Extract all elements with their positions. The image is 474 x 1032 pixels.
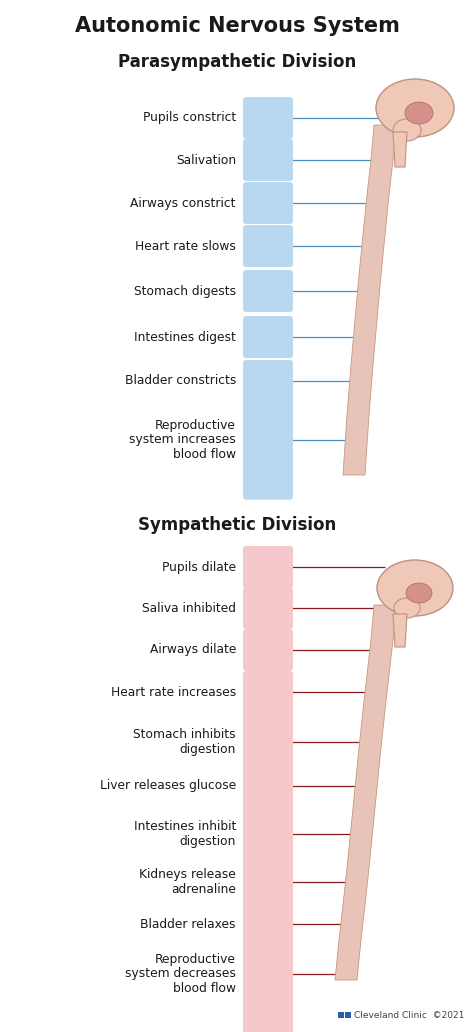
Text: Parasympathetic Division: Parasympathetic Division (118, 53, 356, 71)
Text: Reproductive
system decreases
blood flow: Reproductive system decreases blood flow (125, 953, 236, 996)
Text: Salivation: Salivation (176, 154, 236, 166)
Text: Heart rate slows: Heart rate slows (135, 239, 236, 253)
Ellipse shape (405, 102, 433, 124)
Text: Airways dilate: Airways dilate (150, 644, 236, 656)
Text: Pupils constrict: Pupils constrict (143, 111, 236, 125)
FancyBboxPatch shape (243, 914, 293, 1032)
FancyBboxPatch shape (243, 360, 293, 402)
Polygon shape (393, 132, 407, 167)
FancyBboxPatch shape (243, 546, 293, 588)
FancyBboxPatch shape (243, 903, 293, 945)
Bar (345, 1012, 351, 1018)
FancyBboxPatch shape (243, 703, 293, 781)
Text: Intestines digest: Intestines digest (134, 330, 236, 344)
Text: Pupils dilate: Pupils dilate (162, 560, 236, 574)
Ellipse shape (406, 583, 432, 603)
Text: Kidneys release
adrenaline: Kidneys release adrenaline (139, 868, 236, 896)
Text: Airways constrict: Airways constrict (130, 196, 236, 209)
FancyBboxPatch shape (243, 182, 293, 224)
FancyBboxPatch shape (243, 587, 293, 628)
Ellipse shape (393, 119, 421, 141)
Text: Liver releases glucose: Liver releases glucose (100, 779, 236, 793)
FancyBboxPatch shape (243, 381, 293, 499)
FancyBboxPatch shape (243, 97, 293, 139)
FancyBboxPatch shape (243, 139, 293, 181)
Text: Saliva inhibited: Saliva inhibited (142, 602, 236, 614)
FancyBboxPatch shape (243, 765, 293, 807)
FancyBboxPatch shape (243, 671, 293, 713)
Text: Autonomic Nervous System: Autonomic Nervous System (74, 17, 400, 36)
Polygon shape (335, 605, 396, 980)
Text: Cleveland Clinic  ©2021: Cleveland Clinic ©2021 (354, 1010, 465, 1020)
FancyBboxPatch shape (243, 628, 293, 671)
Ellipse shape (394, 598, 420, 618)
Text: Heart rate increases: Heart rate increases (111, 685, 236, 699)
Text: Bladder relaxes: Bladder relaxes (140, 917, 236, 931)
Text: Intestines inhibit
digestion: Intestines inhibit digestion (134, 820, 236, 848)
Polygon shape (393, 614, 407, 647)
FancyBboxPatch shape (243, 843, 293, 921)
FancyBboxPatch shape (243, 270, 293, 312)
FancyBboxPatch shape (243, 316, 293, 358)
Text: Reproductive
system increases
blood flow: Reproductive system increases blood flow (129, 419, 236, 461)
FancyBboxPatch shape (243, 795, 293, 873)
Ellipse shape (377, 560, 453, 616)
Bar (338, 1012, 344, 1018)
Polygon shape (343, 125, 396, 475)
Text: Sympathetic Division: Sympathetic Division (138, 516, 336, 534)
Text: Bladder constricts: Bladder constricts (125, 375, 236, 387)
FancyBboxPatch shape (243, 225, 293, 267)
Text: Stomach digests: Stomach digests (134, 285, 236, 297)
Text: Stomach inhibits
digestion: Stomach inhibits digestion (133, 728, 236, 756)
Ellipse shape (376, 79, 454, 137)
